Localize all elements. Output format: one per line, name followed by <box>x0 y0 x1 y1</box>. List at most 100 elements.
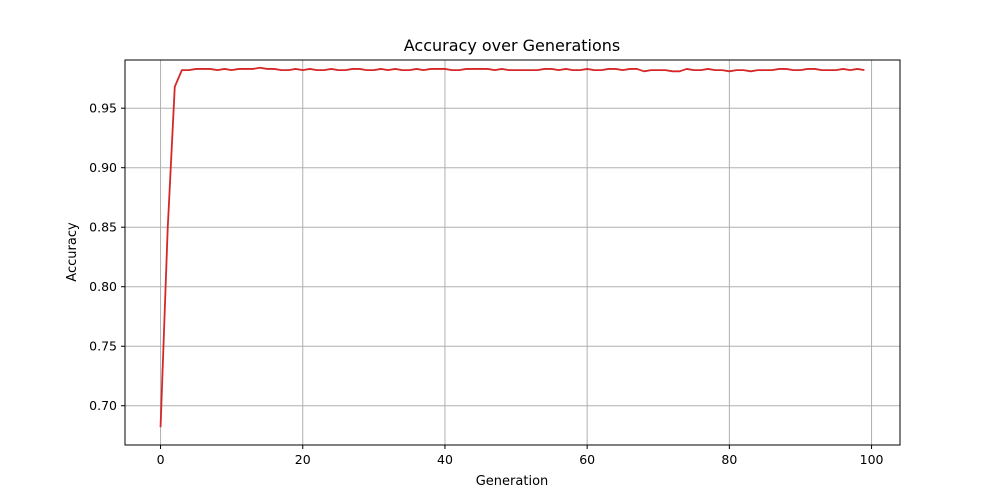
accuracy-data-point <box>529 69 531 71</box>
accuracy-data-point <box>352 68 354 70</box>
accuracy-data-point <box>636 68 638 70</box>
accuracy-data-point <box>800 69 802 71</box>
y-tick-label: 0.90 <box>89 160 117 175</box>
accuracy-data-point <box>551 68 553 70</box>
accuracy-data-point <box>167 229 169 231</box>
accuracy-data-point <box>771 69 773 71</box>
accuracy-data-point <box>330 68 332 70</box>
accuracy-data-point <box>252 68 254 70</box>
accuracy-series-line <box>159 66 865 428</box>
accuracy-data-point <box>380 68 382 70</box>
accuracy-data-point <box>622 69 624 71</box>
accuracy-data-point <box>266 68 268 70</box>
accuracy-data-point <box>160 426 162 428</box>
accuracy-data-point <box>856 68 858 70</box>
accuracy-data-point <box>472 68 474 70</box>
accuracy-data-point <box>700 69 702 71</box>
accuracy-data-point <box>345 69 347 71</box>
accuracy-data-point <box>373 69 375 71</box>
accuracy-data-point <box>664 69 666 71</box>
accuracy-data-point <box>643 70 645 72</box>
accuracy-data-point <box>202 68 204 70</box>
accuracy-data-point <box>209 68 211 70</box>
x-tick-label: 100 <box>860 452 884 467</box>
accuracy-data-point <box>259 67 261 69</box>
accuracy-data-point <box>181 69 183 71</box>
accuracy-data-point <box>273 68 275 70</box>
x-tick-label: 60 <box>579 452 595 467</box>
accuracy-data-point <box>558 69 560 71</box>
accuracy-data-point <box>593 69 595 71</box>
accuracy-data-point <box>565 68 567 70</box>
accuracy-data-point <box>231 69 233 71</box>
accuracy-data-point <box>835 69 837 71</box>
accuracy-data-point <box>849 69 851 71</box>
accuracy-data-point <box>195 68 197 70</box>
accuracy-data-point <box>679 70 681 72</box>
accuracy-data-point <box>387 69 389 71</box>
accuracy-data-point <box>480 68 482 70</box>
y-tick-label: 0.70 <box>89 398 117 413</box>
accuracy-data-point <box>672 70 674 72</box>
accuracy-data-point <box>409 69 411 71</box>
y-tick-label: 0.85 <box>89 220 117 235</box>
accuracy-data-point <box>736 69 738 71</box>
accuracy-data-point <box>394 68 396 70</box>
x-tick-label: 20 <box>295 452 311 467</box>
accuracy-data-point <box>842 68 844 70</box>
accuracy-data-point <box>807 68 809 70</box>
accuracy-data-point <box>238 68 240 70</box>
accuracy-data-point <box>430 68 432 70</box>
accuracy-data-point <box>437 68 439 70</box>
accuracy-data-point <box>707 68 709 70</box>
accuracy-data-point <box>579 69 581 71</box>
chart-title: Accuracy over Generations <box>404 36 621 55</box>
accuracy-data-point <box>572 69 574 71</box>
accuracy-data-point <box>451 69 453 71</box>
accuracy-data-point <box>245 68 247 70</box>
x-tick-label: 80 <box>721 452 737 467</box>
accuracy-data-point <box>686 68 688 70</box>
accuracy-data-point <box>657 69 659 71</box>
y-tick-label: 0.75 <box>89 339 117 354</box>
accuracy-data-point <box>757 69 759 71</box>
accuracy-data-point <box>693 69 695 71</box>
y-axis-ticks: 0.70 0.75 0.80 0.85 0.90 0.95 <box>89 101 125 413</box>
accuracy-data-point <box>785 68 787 70</box>
accuracy-data-point <box>608 68 610 70</box>
accuracy-data-point <box>188 69 190 71</box>
accuracy-data-point <box>323 69 325 71</box>
accuracy-data-point <box>337 69 339 71</box>
accuracy-data-point <box>600 69 602 71</box>
accuracy-data-point <box>359 68 361 70</box>
accuracy-data-point <box>295 68 297 70</box>
accuracy-data-point <box>792 69 794 71</box>
accuracy-data-point <box>288 69 290 71</box>
accuracy-data-point <box>714 69 716 71</box>
x-tick-label: 40 <box>437 452 453 467</box>
accuracy-data-point <box>501 68 503 70</box>
accuracy-data-point <box>302 69 304 71</box>
accuracy-data-point <box>423 69 425 71</box>
accuracy-data-point <box>281 69 283 71</box>
x-axis-ticks: 0 20 40 60 80 100 <box>157 445 884 467</box>
series-layer <box>159 66 865 428</box>
accuracy-data-point <box>174 86 176 88</box>
accuracy-data-point <box>309 68 311 70</box>
accuracy-data-point <box>778 68 780 70</box>
x-tick-label: 0 <box>157 452 165 467</box>
accuracy-data-point <box>728 70 730 72</box>
accuracy-data-point <box>764 69 766 71</box>
accuracy-data-point <box>224 68 226 70</box>
accuracy-data-point <box>650 69 652 71</box>
accuracy-data-point <box>465 68 467 70</box>
accuracy-data-point <box>522 69 524 71</box>
y-tick-label: 0.80 <box>89 279 117 294</box>
accuracy-data-point <box>416 68 418 70</box>
accuracy-data-point <box>586 68 588 70</box>
accuracy-data-point <box>750 70 752 72</box>
accuracy-data-point <box>508 69 510 71</box>
accuracy-data-point <box>828 69 830 71</box>
accuracy-data-point <box>821 69 823 71</box>
